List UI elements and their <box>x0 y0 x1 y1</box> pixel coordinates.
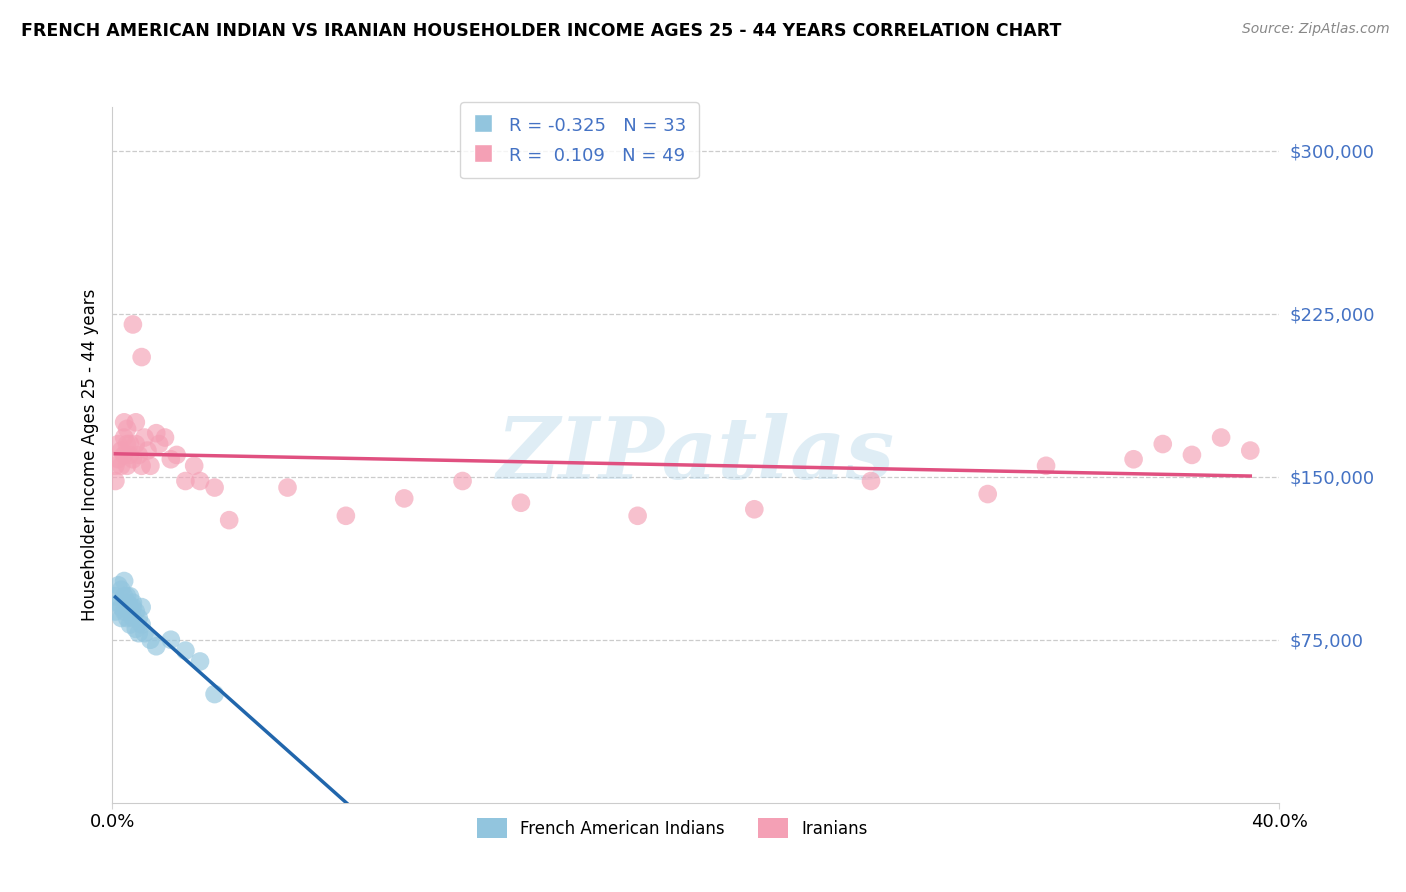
Point <box>160 452 183 467</box>
Point <box>627 508 650 523</box>
Point <box>104 458 127 473</box>
Point <box>115 422 138 436</box>
Point <box>118 617 141 632</box>
Legend: French American Indians, Iranians: French American Indians, Iranians <box>468 810 876 847</box>
Point <box>742 502 765 516</box>
Point <box>174 643 197 657</box>
Point <box>139 632 162 647</box>
Point <box>1181 448 1204 462</box>
Point <box>115 458 138 473</box>
Point <box>112 430 135 444</box>
Point <box>139 458 162 473</box>
Point <box>107 452 129 467</box>
Point <box>188 474 211 488</box>
Point <box>110 611 132 625</box>
Point <box>145 639 167 653</box>
Point <box>118 605 141 619</box>
Text: FRENCH AMERICAN INDIAN VS IRANIAN HOUSEHOLDER INCOME AGES 25 - 44 YEARS CORRELAT: FRENCH AMERICAN INDIAN VS IRANIAN HOUSEH… <box>21 22 1062 40</box>
Point <box>1122 452 1144 467</box>
Point <box>115 611 138 625</box>
Point <box>112 605 135 619</box>
Point <box>509 496 531 510</box>
Point <box>125 605 148 619</box>
Point <box>131 617 153 632</box>
Point <box>112 415 135 429</box>
Point <box>110 458 132 473</box>
Point <box>136 443 159 458</box>
Point <box>131 600 153 615</box>
Point <box>276 481 298 495</box>
Point <box>107 596 129 610</box>
Point <box>174 474 197 488</box>
Point <box>1209 430 1232 444</box>
Point <box>104 589 127 603</box>
Point <box>183 458 205 473</box>
Point <box>451 474 474 488</box>
Point <box>166 448 188 462</box>
Point <box>188 655 211 669</box>
Point <box>134 430 156 444</box>
Point <box>131 350 153 364</box>
Point <box>118 600 141 615</box>
Point <box>122 600 145 615</box>
Text: ZIPatlas: ZIPatlas <box>496 413 896 497</box>
Point <box>118 437 141 451</box>
Point <box>204 687 226 701</box>
Point <box>104 605 127 619</box>
Point <box>218 513 240 527</box>
Point <box>118 448 141 462</box>
Point <box>125 622 148 636</box>
Point <box>131 458 153 473</box>
Text: Source: ZipAtlas.com: Source: ZipAtlas.com <box>1241 22 1389 37</box>
Point <box>976 487 998 501</box>
Point <box>107 578 129 592</box>
Point <box>125 437 148 451</box>
Point <box>112 574 135 588</box>
Point <box>128 611 150 625</box>
Point <box>145 426 167 441</box>
Point <box>122 318 145 332</box>
Point <box>134 626 156 640</box>
Point <box>860 474 883 488</box>
Point <box>115 437 138 451</box>
Point <box>394 491 416 506</box>
Point <box>112 448 135 462</box>
Point <box>153 430 176 444</box>
Point <box>125 415 148 429</box>
Point <box>104 474 127 488</box>
Point <box>148 437 170 451</box>
Point <box>122 611 145 625</box>
Point <box>122 596 145 610</box>
Point <box>115 589 138 603</box>
Point <box>110 582 132 597</box>
Point <box>1239 443 1261 458</box>
Point <box>115 596 138 610</box>
Point <box>128 626 150 640</box>
Point <box>1152 437 1174 451</box>
Point <box>122 452 145 467</box>
Y-axis label: Householder Income Ages 25 - 44 years: Householder Income Ages 25 - 44 years <box>80 289 98 621</box>
Point <box>107 437 129 451</box>
Point <box>110 600 132 615</box>
Point <box>112 589 135 603</box>
Point <box>204 481 226 495</box>
Point <box>110 443 132 458</box>
Point <box>160 632 183 647</box>
Point <box>1035 458 1057 473</box>
Point <box>128 448 150 462</box>
Point <box>118 589 141 603</box>
Point <box>335 508 357 523</box>
